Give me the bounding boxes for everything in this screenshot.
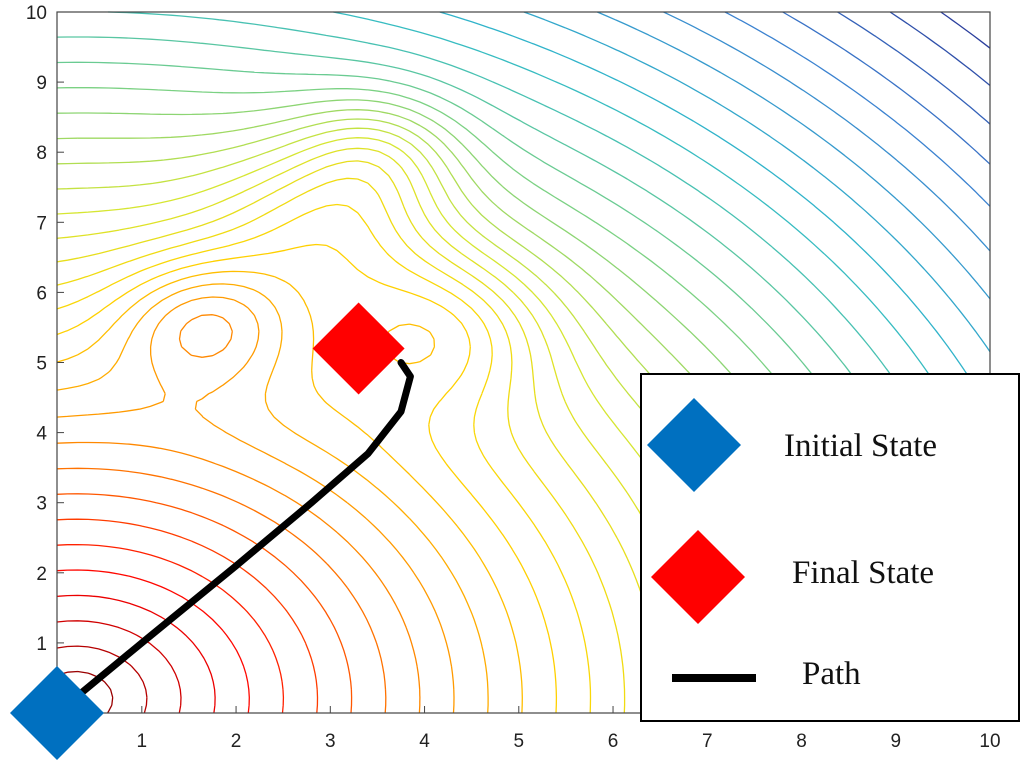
contour-level bbox=[56, 620, 182, 714]
y-tick-label: 9 bbox=[36, 73, 47, 94]
y-tick-label: 10 bbox=[26, 3, 47, 24]
contour-level bbox=[940, 11, 991, 49]
y-tick-label: 7 bbox=[36, 213, 47, 234]
contour-level bbox=[56, 160, 660, 714]
x-tick-label: 9 bbox=[890, 731, 901, 752]
y-tick-label: 4 bbox=[36, 424, 47, 445]
contour-level bbox=[56, 177, 626, 714]
contour-level bbox=[56, 467, 387, 714]
contour-level bbox=[889, 11, 991, 87]
legend: Initial State Final State Path bbox=[640, 373, 1020, 722]
y-axis: 1 2 3 4 5 6 7 8 9 10 bbox=[26, 3, 64, 655]
y-tick-label: 6 bbox=[36, 283, 47, 304]
y-tick-label: 3 bbox=[36, 494, 47, 515]
contour-level bbox=[523, 11, 991, 353]
x-tick-label: 7 bbox=[702, 731, 713, 752]
contour-level bbox=[56, 147, 694, 714]
x-tick-label: 2 bbox=[231, 731, 242, 752]
contour-level bbox=[782, 11, 991, 165]
y-tick-label: 5 bbox=[36, 354, 47, 375]
contour-level bbox=[837, 11, 991, 125]
contour-level bbox=[439, 11, 991, 413]
x-tick-label: 5 bbox=[513, 731, 524, 752]
x-tick-label: 4 bbox=[419, 731, 430, 752]
initial-state-marker bbox=[10, 666, 104, 760]
contour-level bbox=[663, 11, 991, 252]
path-line bbox=[53, 359, 414, 717]
x-tick-label: 6 bbox=[608, 731, 619, 752]
contour-level bbox=[56, 594, 216, 714]
x-tick-label: 3 bbox=[325, 731, 336, 752]
final-state-marker bbox=[312, 302, 405, 395]
x-tick-label: 8 bbox=[796, 731, 807, 752]
y-tick-label: 2 bbox=[36, 564, 47, 585]
y-tick-label: 8 bbox=[36, 143, 47, 164]
contour-level bbox=[724, 11, 991, 207]
legend-final-marker bbox=[651, 530, 745, 624]
contour-level bbox=[56, 203, 592, 714]
contour-level bbox=[56, 270, 523, 714]
x-tick-label: 10 bbox=[979, 731, 1000, 752]
contour-level bbox=[56, 493, 353, 714]
legend-path-label: Path bbox=[802, 656, 861, 692]
contour-level bbox=[56, 283, 489, 714]
contour-level bbox=[56, 243, 558, 714]
legend-final-label: Final State bbox=[792, 555, 934, 591]
contour-level bbox=[56, 314, 421, 714]
contour-level bbox=[56, 569, 250, 714]
y-tick-label: 1 bbox=[36, 634, 47, 655]
contour-level bbox=[597, 11, 991, 300]
contour-level bbox=[56, 518, 319, 714]
legend-initial-label: Initial State bbox=[784, 428, 937, 464]
legend-initial-marker bbox=[647, 398, 741, 492]
x-tick-label: 1 bbox=[137, 731, 148, 752]
